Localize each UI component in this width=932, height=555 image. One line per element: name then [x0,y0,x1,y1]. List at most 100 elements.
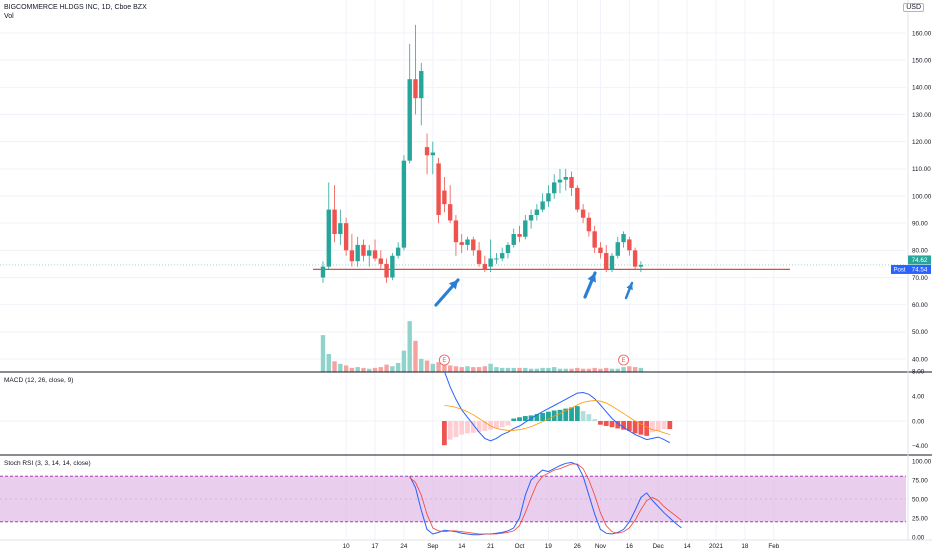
candle-body[interactable] [465,239,470,245]
candle-body[interactable] [447,204,453,221]
candle-body[interactable] [355,244,360,262]
stoch-d-line[interactable] [409,463,682,535]
candle-body[interactable] [592,231,597,248]
stoch-k-line[interactable] [409,461,682,536]
post-price-tag[interactable] [908,264,931,274]
last-price-value: 74.62 [912,257,928,264]
candle-body[interactable] [552,182,557,194]
time-tick-label: 17 [372,543,380,550]
candle-body[interactable] [476,250,482,264]
candle-body[interactable] [494,258,499,260]
macd-histogram-bar [470,421,476,433]
candle-body[interactable] [361,244,366,256]
candle-body[interactable] [384,263,389,278]
candle-body[interactable] [349,250,355,262]
volume-bar [471,367,476,372]
candle-body[interactable] [575,187,580,210]
candle-body[interactable] [517,234,522,237]
candle-body[interactable] [419,71,424,99]
candle-body[interactable] [534,209,540,216]
earnings-marker[interactable] [438,354,450,366]
candle-body[interactable] [395,247,401,256]
candle-body[interactable] [482,263,488,270]
candle-body[interactable] [499,253,505,259]
annotation-arrow-head[interactable] [587,273,597,283]
candle-body[interactable] [621,234,626,243]
candle-body[interactable] [638,264,644,267]
currency-badge[interactable]: USD [903,3,924,12]
time-tick-label: 21 [487,543,495,550]
volume-bar [563,368,568,372]
candle-body[interactable] [569,176,574,188]
candle-body[interactable] [459,242,464,245]
candle-body[interactable] [505,244,511,254]
candle-body[interactable] [390,255,395,278]
volume-bar [499,367,505,372]
volume-bar [482,366,488,372]
macd-line[interactable] [443,371,671,444]
candle-body[interactable] [413,79,418,99]
price-tick-label: 160.00 [912,30,932,37]
candle-body[interactable] [436,163,441,216]
candle-body[interactable] [488,258,493,267]
candle-body[interactable] [372,250,378,259]
macd-histogram-bar [569,407,574,421]
candle-body[interactable] [401,160,407,248]
macd-signal-line[interactable] [444,400,670,435]
candle-body[interactable] [557,179,563,183]
volume-label[interactable]: Vol [4,13,14,20]
candle-body[interactable] [586,217,592,232]
volume-bar [575,367,580,372]
candle-body[interactable] [546,193,551,202]
volume-bar [447,365,453,372]
volume-bar [320,335,326,372]
annotation-arrow-head[interactable] [626,283,633,291]
candle-body[interactable] [378,258,383,264]
candle-body[interactable] [453,220,459,243]
last-price-tag[interactable] [908,255,931,265]
candle-body[interactable] [332,209,337,235]
candle-body[interactable] [609,255,615,270]
earnings-marker[interactable] [618,354,629,366]
candle-body[interactable] [563,176,568,180]
macd-histogram-bar [540,412,546,421]
macd-histogram-bar [592,419,598,421]
candle-body[interactable] [528,215,534,221]
candle-body[interactable] [430,152,436,156]
candle-body[interactable] [343,223,349,251]
candle-body[interactable] [320,266,326,278]
volume-bar [557,368,563,372]
candle-body[interactable] [471,239,476,251]
post-label: Post [893,268,905,274]
volume-bar [390,366,395,372]
candle-body[interactable] [523,220,528,237]
candle-body[interactable] [615,242,620,256]
macd-histogram-bar [603,421,609,426]
candle-body[interactable] [326,209,331,267]
annotation-arrow-head[interactable] [448,280,458,290]
time-tick-label: Sep [427,543,439,550]
candle-body[interactable] [367,250,372,256]
candle-body[interactable] [632,250,638,267]
symbol-title[interactable]: BIGCOMMERCE HLDGS INC, 1D, Cboe BZX [4,4,147,11]
macd-title[interactable]: MACD (12, 26, close, 9) [4,377,73,384]
candle-body[interactable] [424,147,430,156]
macd-histogram-bar [632,421,638,434]
candle-body[interactable] [580,209,586,218]
candle-body[interactable] [511,234,516,245]
candle-body[interactable] [540,201,545,210]
macd-histogram-bar [488,421,494,430]
candle-body[interactable] [604,253,609,270]
volume-bar [367,368,372,372]
post-label-tag[interactable] [891,264,908,274]
post-price-value: 74.54 [912,267,928,274]
candle-body[interactable] [407,79,412,161]
candle-body[interactable] [598,247,603,254]
candle-body[interactable] [338,223,343,235]
stoch-title[interactable]: Stoch RSI (3, 3, 14, 14, close) [4,460,91,467]
candle-body[interactable] [442,190,447,205]
candle-body[interactable] [627,239,632,251]
macd-histogram-bar [517,417,522,421]
